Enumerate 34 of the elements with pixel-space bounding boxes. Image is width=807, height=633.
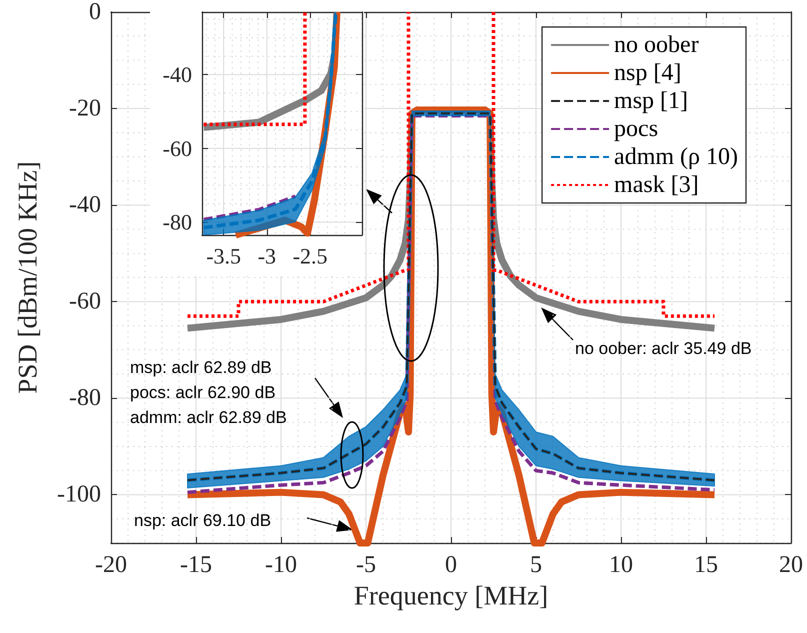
- y-tick-label: -60: [69, 288, 101, 315]
- x-tick-label: -15: [180, 552, 212, 578]
- annotation: pocs: aclr 62.90 dB: [130, 383, 276, 402]
- y-axis-title: PSD [dBm/100 KHz]: [12, 161, 42, 394]
- x-tick-label: 10: [609, 552, 633, 578]
- y-tick-label: -80: [162, 210, 192, 235]
- legend-label: nsp [4]: [614, 60, 682, 86]
- legend-label: pocs: [614, 116, 658, 142]
- legend-label: msp [1]: [614, 88, 688, 114]
- annotation: no oober: aclr 35.49 dB: [575, 339, 752, 358]
- x-tick-label: -3.5: [206, 244, 242, 268]
- x-tick-label: -2.5: [292, 244, 328, 268]
- x-tick-label: 5: [530, 552, 542, 578]
- x-axis-title: Frequency [MHz]: [354, 580, 548, 610]
- x-tick-label: -10: [265, 552, 297, 578]
- y-tick-label: -100: [57, 482, 101, 508]
- y-tick-label: -20: [69, 96, 101, 122]
- annotation: admm: aclr 62.89 dB: [130, 408, 287, 427]
- annotation: msp: aclr 62.89 dB: [130, 358, 272, 377]
- legend-label: no oober: [614, 32, 699, 58]
- legend-label: admm (ρ 10): [614, 144, 738, 170]
- x-tick-label: -20: [95, 552, 127, 578]
- y-tick-label: -40: [69, 192, 101, 218]
- y-tick-label: -40: [162, 62, 192, 88]
- x-tick-label: -5: [356, 552, 376, 578]
- x-tick-label: 15: [694, 552, 718, 578]
- x-tick-label: 20: [779, 552, 803, 578]
- y-tick-label: -80: [69, 385, 101, 412]
- y-tick-label: -60: [162, 136, 192, 161]
- x-tick-label: -3: [258, 244, 276, 268]
- annotation: nsp: aclr 69.10 dB: [134, 511, 272, 530]
- y-tick-label: 0: [89, 0, 101, 25]
- x-tick-label: 0: [445, 552, 457, 578]
- legend-label: mask [3]: [614, 172, 699, 198]
